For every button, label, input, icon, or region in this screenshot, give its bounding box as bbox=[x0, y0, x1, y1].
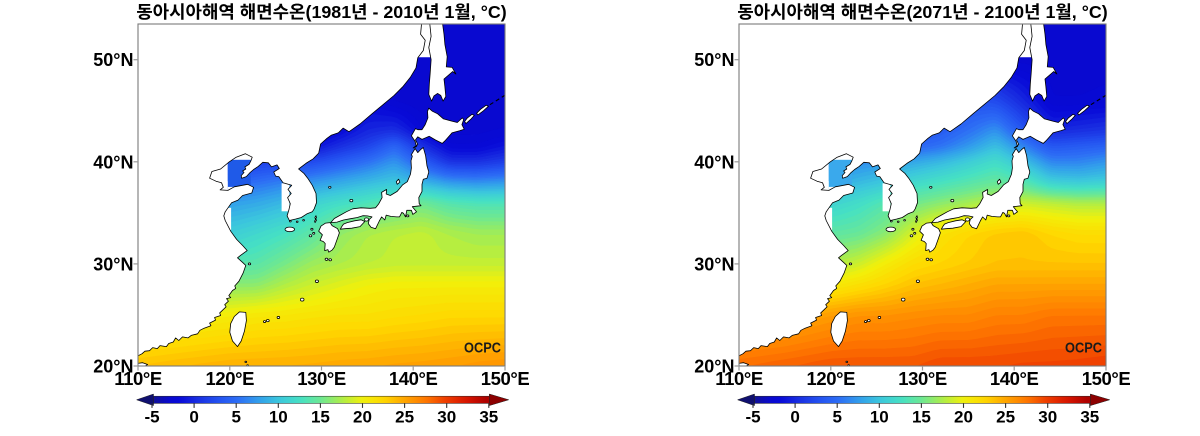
svg-text:50°N: 50°N bbox=[93, 50, 133, 70]
svg-text:OCPC: OCPC bbox=[464, 340, 501, 357]
svg-text:0: 0 bbox=[790, 408, 799, 427]
svg-text:25: 25 bbox=[996, 408, 1015, 427]
svg-text:(1981: (1981 bbox=[306, 2, 352, 22]
svg-text:OCPC: OCPC bbox=[1065, 340, 1102, 357]
svg-text:150°E: 150°E bbox=[1082, 368, 1131, 389]
svg-text:30: 30 bbox=[437, 408, 456, 427]
svg-text:5: 5 bbox=[231, 408, 240, 427]
svg-text:120°E: 120°E bbox=[205, 368, 254, 389]
svg-text:50°N: 50°N bbox=[694, 50, 734, 70]
svg-text:35: 35 bbox=[479, 408, 498, 427]
svg-text:140°E: 140°E bbox=[389, 368, 438, 389]
svg-text:5: 5 bbox=[832, 408, 841, 427]
svg-text:20: 20 bbox=[954, 408, 973, 427]
svg-text:35: 35 bbox=[1080, 408, 1099, 427]
svg-text:140°E: 140°E bbox=[990, 368, 1039, 389]
svg-text:, °C): , °C) bbox=[471, 2, 507, 22]
svg-text:25: 25 bbox=[395, 408, 414, 427]
svg-text:-5: -5 bbox=[745, 408, 760, 427]
svg-text:20°N: 20°N bbox=[694, 357, 734, 377]
svg-text:150°E: 150°E bbox=[481, 368, 530, 389]
svg-text:1: 1 bbox=[1041, 2, 1056, 22]
svg-text:130°E: 130°E bbox=[898, 368, 947, 389]
svg-text:1: 1 bbox=[440, 2, 455, 22]
svg-text:120°E: 120°E bbox=[806, 368, 855, 389]
svg-text:20: 20 bbox=[353, 408, 372, 427]
svg-text:30°N: 30°N bbox=[93, 254, 133, 274]
svg-text:130°E: 130°E bbox=[297, 368, 346, 389]
svg-text:(2071: (2071 bbox=[907, 2, 953, 22]
svg-text:30°N: 30°N bbox=[694, 254, 734, 274]
svg-text:0: 0 bbox=[189, 408, 198, 427]
svg-text:10: 10 bbox=[269, 408, 288, 427]
svg-text:- 2010: - 2010 bbox=[368, 2, 424, 22]
svg-text:15: 15 bbox=[912, 408, 931, 427]
svg-text:-5: -5 bbox=[144, 408, 159, 427]
svg-text:20°N: 20°N bbox=[93, 357, 133, 377]
svg-text:110°E: 110°E bbox=[715, 368, 763, 389]
svg-text:- 2100: - 2100 bbox=[969, 2, 1025, 22]
svg-text:15: 15 bbox=[311, 408, 330, 427]
svg-text:40°N: 40°N bbox=[93, 152, 133, 172]
svg-text:30: 30 bbox=[1038, 408, 1057, 427]
svg-text:110°E: 110°E bbox=[114, 368, 162, 389]
svg-text:10: 10 bbox=[870, 408, 889, 427]
svg-text:, °C): , °C) bbox=[1072, 2, 1108, 22]
svg-text:40°N: 40°N bbox=[694, 152, 734, 172]
